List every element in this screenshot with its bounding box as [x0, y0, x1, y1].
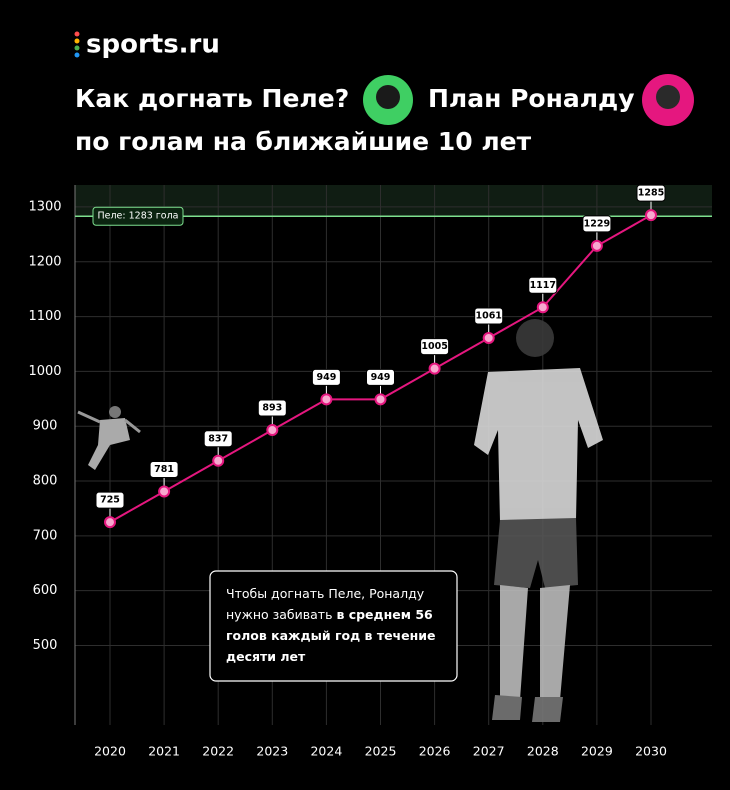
y-tick-label: 1200	[28, 254, 61, 269]
value-label-box	[366, 368, 395, 386]
point	[482, 331, 495, 344]
y-tick-label: 1300	[28, 199, 61, 214]
reference-label: Пеле: 1283 гола	[97, 211, 178, 222]
value-label-box	[474, 307, 504, 325]
value-label: 725	[100, 495, 120, 506]
x-tick-label: 2020	[94, 744, 126, 759]
point	[428, 362, 441, 375]
value-label-box	[257, 399, 287, 417]
x-tick-label: 2025	[365, 744, 397, 759]
value-label: 1117	[530, 280, 556, 291]
ronaldo-figure	[474, 319, 603, 722]
annotation-bold: в среднем 56 голов каждый год в течение …	[226, 607, 436, 664]
value-label: 949	[316, 372, 336, 383]
point	[158, 485, 171, 498]
value-label: 893	[262, 403, 282, 414]
point	[320, 393, 333, 406]
ronaldo-photo-head	[656, 85, 680, 109]
value-label-box	[149, 460, 179, 478]
point	[590, 239, 603, 252]
logo-dots	[74, 31, 80, 58]
point	[536, 301, 549, 314]
annotation: Чтобы догнать Пеле, Роналду нужно забива…	[226, 583, 451, 667]
point	[212, 454, 225, 467]
value-label: 949	[371, 372, 391, 383]
x-tick-label: 2024	[310, 744, 342, 759]
plot: 500 600 700 800 900 1000 1100 1200 1300 2020 2021 2…	[28, 184, 712, 759]
value-label-box	[636, 184, 666, 202]
x-tick-label: 2027	[473, 744, 505, 759]
x-tick-label: 2030	[635, 744, 667, 759]
value-label: 1285	[638, 188, 664, 199]
logo: sports.ru	[86, 30, 220, 60]
y-tick-label: 700	[33, 528, 58, 543]
y-tick-label: 1100	[28, 309, 61, 324]
value-label: 1005	[421, 341, 447, 352]
annotation-box	[209, 570, 458, 682]
reference-label-box	[92, 206, 184, 226]
value-label-box	[311, 368, 341, 386]
y-tick-label: 500	[33, 638, 58, 653]
pele-photo-head	[376, 85, 400, 109]
value-label-box	[203, 430, 233, 448]
value-label-box	[582, 215, 612, 233]
value-label-box	[420, 338, 450, 356]
y-tick-label: 900	[33, 419, 58, 434]
y-tick-label: 800	[33, 474, 58, 489]
title: План Роналду	[428, 84, 635, 113]
value-label: 1061	[475, 310, 501, 321]
x-tick-label: 2022	[202, 744, 234, 759]
value-label: 781	[154, 464, 174, 475]
title: Как догнать Пеле?	[75, 84, 349, 113]
value-label-box	[95, 491, 125, 509]
point	[266, 424, 279, 437]
x-tick-label: 2028	[527, 744, 559, 759]
x-tick-label: 2026	[419, 744, 451, 759]
subtitle: по голам на ближайшие 10 лет	[75, 127, 532, 156]
pele-figure	[77, 406, 141, 470]
x-tick-label: 2021	[148, 744, 180, 759]
y-tick-label: 600	[33, 583, 58, 598]
x-tick-label: 2023	[256, 744, 288, 759]
y-tick-label: 1000	[28, 364, 61, 379]
point	[645, 209, 657, 222]
annotation-text: Чтобы догнать Пеле, Роналду нужно забива…	[226, 586, 425, 622]
value-label: 837	[208, 433, 228, 444]
value-label: 1229	[584, 218, 610, 229]
point	[104, 516, 116, 529]
value-label-box	[528, 276, 558, 294]
point	[374, 393, 387, 406]
x-tick-label: 2029	[581, 744, 613, 759]
